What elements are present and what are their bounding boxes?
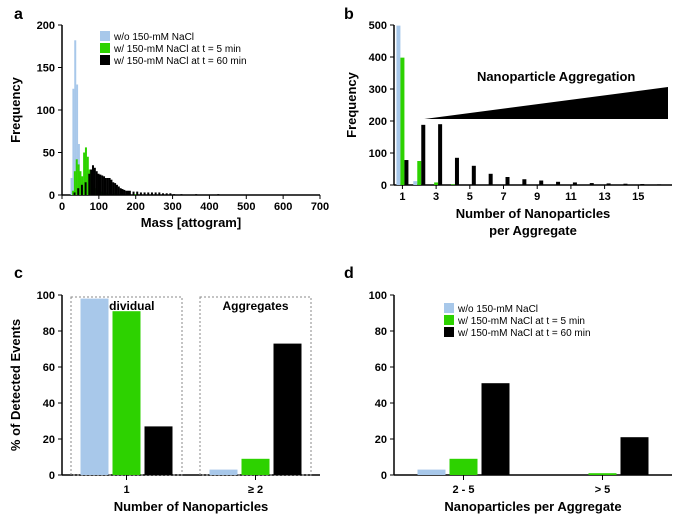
svg-text:Number of Nanoparticles: Number of Nanoparticles: [456, 206, 611, 221]
svg-text:300: 300: [163, 201, 181, 213]
svg-text:400: 400: [369, 52, 387, 64]
svg-text:Nanoparticle Aggregation: Nanoparticle Aggregation: [477, 69, 635, 84]
svg-text:w/ 150-mM NaCl at t = 5 min: w/ 150-mM NaCl at t = 5 min: [113, 44, 241, 55]
svg-text:9: 9: [534, 191, 540, 203]
svg-text:80: 80: [375, 326, 387, 338]
panel-a: a 0 100 200 300 400 500 600 700 0 50 100 150 200 Mass…: [0, 0, 340, 250]
svg-text:400: 400: [200, 201, 218, 213]
svg-text:Frequency: Frequency: [8, 76, 23, 143]
panel-a-chart: 0 100 200 300 400 500 600 700 0 50 100 150 200 Mass […: [0, 0, 340, 250]
svg-text:50: 50: [43, 148, 55, 160]
panel-c-chart: 0 20 40 60 80 100 Number of Nanoparticles % of …: [0, 265, 340, 523]
svg-text:2 - 5: 2 - 5: [452, 484, 474, 496]
svg-text:100: 100: [37, 290, 55, 302]
svg-text:≥ 2: ≥ 2: [248, 484, 263, 496]
svg-text:80: 80: [43, 326, 55, 338]
svg-text:0: 0: [381, 470, 387, 482]
panel-d-chart: 0 20 40 60 80 100 Nanoparticles per Aggregate 2…: [340, 265, 685, 523]
svg-text:100: 100: [369, 290, 387, 302]
svg-text:> 5: > 5: [595, 484, 611, 496]
svg-text:20: 20: [375, 434, 387, 446]
svg-text:7: 7: [500, 191, 506, 203]
svg-text:w/o 150-mM NaCl: w/o 150-mM NaCl: [457, 304, 538, 315]
svg-text:700: 700: [311, 201, 329, 213]
svg-text:1: 1: [399, 191, 405, 203]
svg-text:Mass [attogram]: Mass [attogram]: [141, 215, 241, 230]
svg-text:0: 0: [381, 180, 387, 192]
svg-text:200: 200: [37, 20, 55, 32]
svg-text:w/ 150-mM NaCl at t = 60 min: w/ 150-mM NaCl at t = 60 min: [113, 56, 247, 67]
svg-text:Number of Nanoparticles: Number of Nanoparticles: [114, 499, 269, 514]
svg-text:13: 13: [598, 191, 610, 203]
svg-text:w/o 150-mM NaCl: w/o 150-mM NaCl: [113, 32, 194, 43]
svg-text:5: 5: [467, 191, 473, 203]
svg-text:100: 100: [37, 105, 55, 117]
panel-d-label: d: [344, 265, 354, 283]
svg-text:0: 0: [49, 470, 55, 482]
svg-text:500: 500: [369, 20, 387, 32]
svg-text:100: 100: [369, 148, 387, 160]
panel-b: b 135791113150100200300400500Number of N…: [340, 0, 685, 250]
svg-text:per Aggregate: per Aggregate: [489, 223, 577, 238]
panel-b-chart: 135791113150100200300400500Number of Nan…: [340, 0, 685, 250]
svg-text:100: 100: [90, 201, 108, 213]
svg-text:1: 1: [123, 484, 129, 496]
svg-text:Nanoparticles per Aggregate: Nanoparticles per Aggregate: [444, 499, 621, 514]
panel-d: d 0 20 40 60 80 100 Nanoparticles per Aggregat…: [340, 265, 685, 523]
svg-text:15: 15: [632, 191, 644, 203]
svg-text:40: 40: [43, 398, 55, 410]
panel-b-label: b: [344, 6, 354, 24]
svg-text:% of Detected Events: % of Detected Events: [8, 319, 23, 451]
svg-text:150: 150: [37, 63, 55, 75]
svg-text:0: 0: [59, 201, 65, 213]
svg-text:11: 11: [565, 191, 577, 203]
svg-text:0: 0: [49, 190, 55, 202]
svg-text:200: 200: [369, 116, 387, 128]
svg-text:3: 3: [433, 191, 439, 203]
svg-text:w/ 150-mM NaCl at t = 60 min: w/ 150-mM NaCl at t = 60 min: [457, 328, 591, 339]
svg-text:200: 200: [127, 201, 145, 213]
svg-text:60: 60: [375, 362, 387, 374]
svg-text:w/ 150-mM NaCl at t = 5 min: w/ 150-mM NaCl at t = 5 min: [457, 316, 585, 327]
svg-text:40: 40: [375, 398, 387, 410]
panel-c: c 0 20 40 60 80 100 Number of Nanoparticles % o…: [0, 265, 340, 523]
svg-text:20: 20: [43, 434, 55, 446]
svg-text:Aggregates: Aggregates: [222, 299, 288, 313]
svg-text:Frequency: Frequency: [344, 71, 359, 138]
svg-text:300: 300: [369, 84, 387, 96]
svg-text:600: 600: [274, 201, 292, 213]
svg-text:500: 500: [237, 201, 255, 213]
panel-c-label: c: [14, 265, 23, 283]
svg-text:60: 60: [43, 362, 55, 374]
panel-a-label: a: [14, 6, 23, 24]
